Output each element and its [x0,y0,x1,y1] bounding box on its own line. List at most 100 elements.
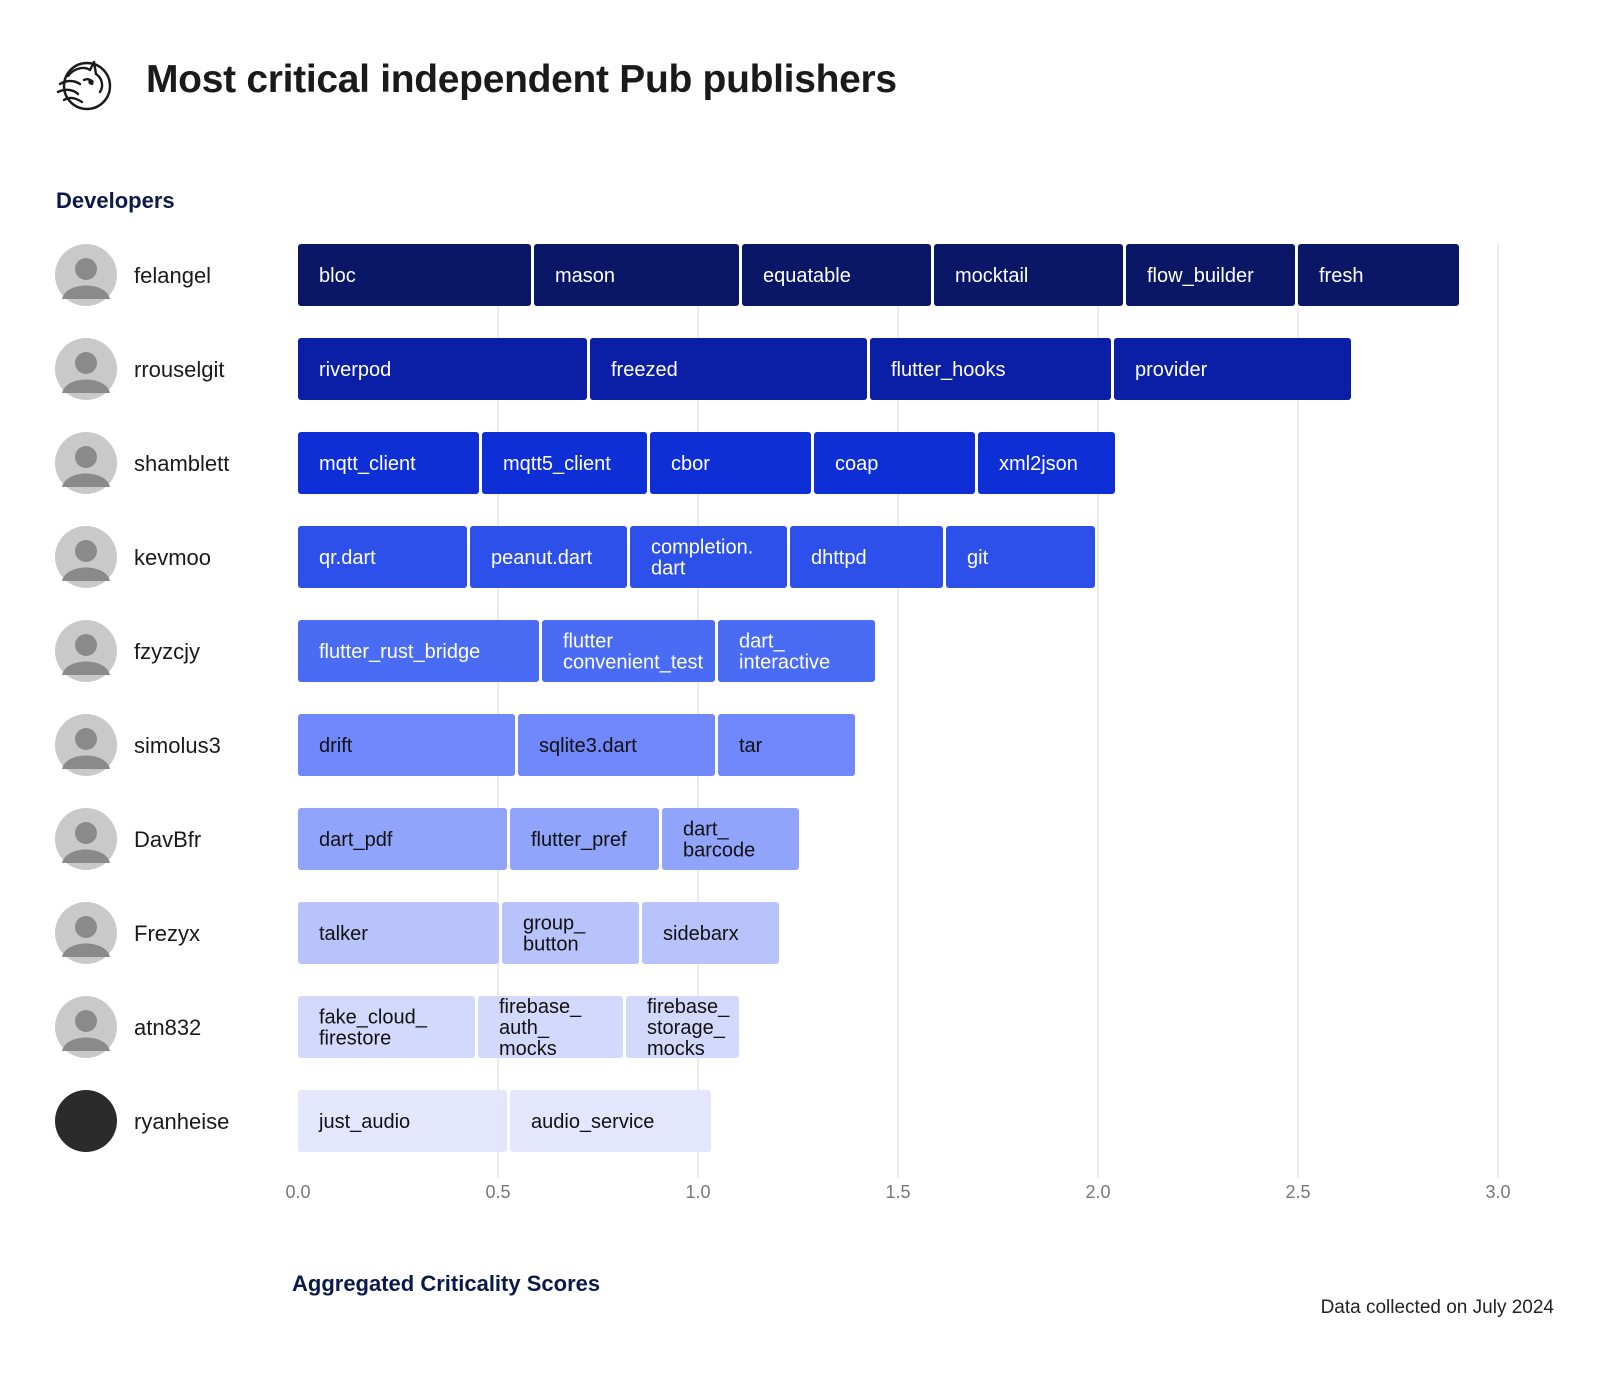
developer-name: DavBfr [134,827,201,852]
avatar-head [75,258,97,280]
avatar-body [62,567,110,581]
segment-label: riverpod [319,359,391,381]
avatar [55,620,117,682]
segment-label: firebase_ storage_ mocks [647,996,730,1060]
avatar-head [75,634,97,656]
bar-segment [662,808,799,870]
avatar [55,432,117,494]
avatar [55,902,117,964]
bar-segment [510,1090,711,1152]
bar-segment [298,338,587,400]
x-tick-label: 0.0 [285,1182,310,1202]
segment-label: sqlite3.dart [539,735,637,757]
segment-label: firebase_ auth_ mocks [499,996,582,1060]
developer-name: rrouselgit [134,357,224,382]
x-tick-label: 3.0 [1485,1182,1510,1202]
segment-label: peanut.dart [491,547,593,569]
avatar [55,338,117,400]
developer-name: atn832 [134,1015,201,1040]
segment-label: freezed [611,359,678,381]
avatar-body [62,661,110,675]
segment-label: group_ button [523,913,586,956]
avatar-body [62,1037,110,1051]
avatar-head [75,1010,97,1032]
segment-label: mqtt_client [319,453,416,475]
bar-segment [470,526,627,588]
avatar-body [62,943,110,957]
segment-label: bloc [319,265,356,287]
bar-segment [298,1090,507,1152]
segment-label: qr.dart [319,547,376,569]
avatar-head [75,352,97,374]
segment-label: talker [319,923,368,945]
bar-segment [978,432,1115,494]
segment-label: drift [319,735,353,757]
segment-label: cbor [671,453,710,475]
bar-segment [298,902,499,964]
bar-segment [298,526,467,588]
segment-label: mqtt5_client [503,453,611,475]
segment-label: mocktail [955,265,1028,287]
bar-segment [642,902,779,964]
bar-segment [510,808,659,870]
bar-segment [630,526,787,588]
developer-name: shamblett [134,451,229,476]
bar-segment [1114,338,1351,400]
segment-label: fake_cloud_ firestore [319,1007,428,1050]
bar-segment [718,714,855,776]
bar-segment [718,620,875,682]
avatar-head [75,916,97,938]
bar-segment [590,338,867,400]
x-tick-label: 1.0 [685,1182,710,1202]
bar-segment [1298,244,1459,306]
segment-label: git [967,547,989,569]
segment-label: flow_builder [1147,265,1254,287]
avatar-head [75,446,97,468]
bar-segment [946,526,1095,588]
avatar [55,808,117,870]
avatar-body [62,849,110,863]
bar-segment [298,996,475,1058]
x-tick-label: 1.5 [885,1182,910,1202]
bar-segment [298,432,479,494]
avatar-body [62,285,110,299]
segment-label: audio_service [531,1111,654,1133]
chart-title: Most critical independent Pub publishers [146,58,897,101]
segment-label: dart_ interactive [739,631,830,674]
bar-segment [298,714,515,776]
segment-label: dart_pdf [319,829,393,851]
bar-segment [1126,244,1295,306]
bar-segment [742,244,931,306]
segment-label: flutter convenient_test [563,631,704,674]
bar-segment [650,432,811,494]
segment-label: equatable [763,265,851,287]
avatar [55,526,117,588]
avatar-head [75,540,97,562]
unicorn-head-icon [54,54,114,114]
developer-name: felangel [134,263,211,288]
developer-name: Frezyx [134,921,200,946]
data-note: Data collected on July 2024 [1320,1297,1554,1318]
segment-label: dart_ barcode [683,819,755,862]
avatar-body [62,755,110,769]
bar-segment [534,244,739,306]
segment-label: mason [555,265,615,287]
bar-segment [626,996,739,1058]
avatar [55,1090,117,1152]
segment-label: fresh [1319,265,1363,287]
developer-name: kevmoo [134,545,211,570]
bar-segment [298,620,539,682]
bar-segment [790,526,943,588]
bar-segment [518,714,715,776]
bar-segment [542,620,715,682]
bar-segment [298,808,507,870]
segment-label: tar [739,735,763,757]
segment-label: flutter_rust_bridge [319,641,480,663]
x-tick-label: 0.5 [485,1182,510,1202]
segment-label: dhttpd [811,547,867,569]
bar-segment [870,338,1111,400]
bar-segment [298,244,531,306]
avatar-head [75,728,97,750]
segment-label: sidebarx [663,923,739,945]
